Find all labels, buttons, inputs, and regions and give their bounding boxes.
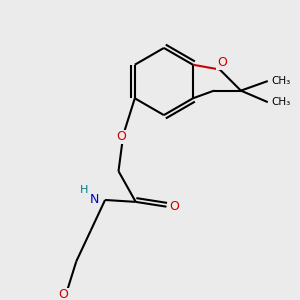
Text: CH₃: CH₃	[272, 97, 291, 107]
Text: H: H	[80, 185, 88, 195]
Text: O: O	[169, 200, 179, 213]
Text: O: O	[116, 130, 126, 143]
Text: CH₃: CH₃	[272, 76, 291, 86]
Text: N: N	[90, 193, 99, 206]
Text: O: O	[58, 288, 68, 300]
Text: O: O	[217, 56, 227, 69]
